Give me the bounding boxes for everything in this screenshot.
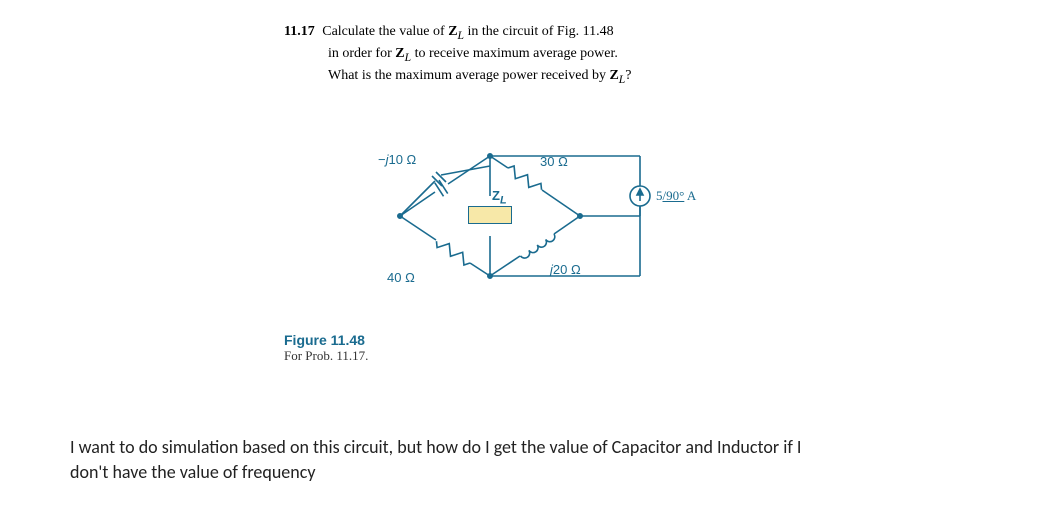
zl-label: ZL xyxy=(492,188,507,207)
problem-number: 11.17 xyxy=(284,24,315,39)
circuit-diagram: −j10 Ω 30 Ω 40 Ω j20 Ω ZL 5/90° A xyxy=(340,130,720,310)
z: Z xyxy=(609,68,618,83)
text: to receive maximum average power. xyxy=(411,46,618,61)
text: in the circuit of Fig. 11.48 xyxy=(464,24,614,39)
figure-caption: Figure 11.48 For Prob. 11.17. xyxy=(284,332,368,364)
text: in order for xyxy=(328,46,395,61)
zl-load-box xyxy=(468,206,512,224)
resistor-40-label: 40 Ω xyxy=(387,270,415,285)
figure-subtitle: For Prob. 11.17. xyxy=(284,348,368,364)
source-label: 5/90° A xyxy=(656,188,696,204)
user-comment: I want to do simulation based on this ci… xyxy=(70,435,990,485)
z: Z xyxy=(395,46,404,61)
text: Calculate the value of xyxy=(322,24,448,39)
z: Z xyxy=(448,24,457,39)
problem-line3: What is the maximum average power receiv… xyxy=(328,66,784,88)
z-sub: L xyxy=(500,195,507,207)
text: ? xyxy=(625,68,631,83)
comment-line2: don't have the value of frequency xyxy=(70,460,990,485)
resistor-30-label: 30 Ω xyxy=(540,154,568,169)
comment-line1: I want to do simulation based on this ci… xyxy=(70,435,990,460)
z: Z xyxy=(492,188,500,203)
problem-statement: 11.17 Calculate the value of ZL in the c… xyxy=(284,22,784,88)
figure-title: Figure 11.48 xyxy=(284,332,368,348)
inductor-label: j20 Ω xyxy=(550,262,581,277)
text: What is the maximum average power receiv… xyxy=(328,68,609,83)
problem-line1: Calculate the value of ZL in the circuit… xyxy=(319,24,614,39)
problem-line2: in order for ZL to receive maximum avera… xyxy=(328,44,784,66)
capacitor-label: −j10 Ω xyxy=(378,152,416,167)
